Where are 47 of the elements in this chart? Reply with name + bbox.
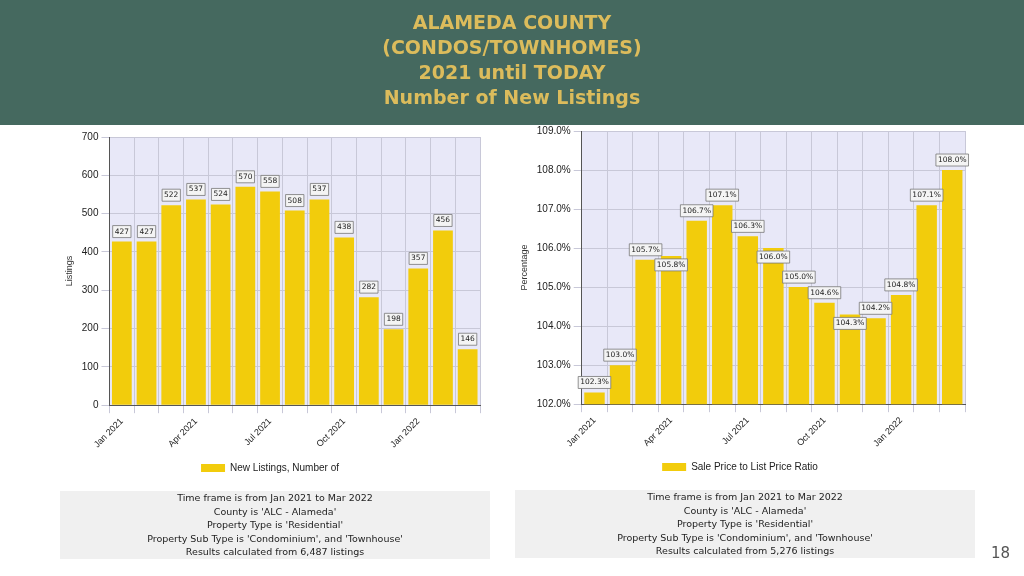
y-tick-label: 0: [92, 398, 99, 410]
bar: [235, 186, 256, 405]
legend-label: Sale Price to List Price Ratio: [691, 460, 819, 472]
y-tick-label: 700: [81, 130, 99, 142]
bar: [383, 329, 404, 405]
text: Time frame is from Jan 2021 to Mar 2022: [646, 490, 844, 504]
bar: [136, 241, 157, 405]
text: 18: [990, 544, 1010, 562]
text: Results calculated from 6,487 listings: [184, 545, 366, 559]
y-tick-label: 500: [81, 207, 99, 219]
bar: [260, 191, 280, 405]
bar: [161, 205, 182, 405]
text: County is 'ALC - Alameda': [212, 504, 338, 518]
y-tick-label: 105.0%: [536, 280, 571, 292]
text: Property Type is 'Residential': [675, 517, 815, 531]
y-tick-label: 200: [81, 322, 99, 334]
text: County is 'ALC - Alameda': [682, 503, 808, 517]
text: Results calculated from 5,276 listings: [654, 544, 836, 558]
y-axis-title: Listings: [63, 255, 74, 287]
bar: [186, 199, 206, 405]
legend-label: New Listings, Number of: [230, 461, 340, 473]
y-tick-label: 104.0%: [536, 319, 571, 331]
bar: [457, 349, 478, 405]
bar: [408, 268, 429, 405]
bar: [284, 210, 305, 405]
bar: [334, 237, 355, 405]
y-tick-label: 109.0%: [536, 124, 571, 136]
text: Property Type is 'Residential': [205, 518, 345, 532]
y-tick-label: 107.0%: [536, 202, 571, 214]
bar: [358, 297, 379, 405]
chart-title: ALAMEDA COUNTY (CONDOS/TOWNHOMES) 2021 until TODAY Number of New Listings: [381, 10, 643, 110]
text: Time frame is from Jan 2021 to Mar 2022: [176, 491, 374, 505]
bar: [111, 241, 132, 405]
y-tick-label: 300: [81, 283, 99, 295]
bar: [433, 230, 453, 405]
y-tick-label: 102.0%: [536, 397, 571, 409]
bar: [309, 199, 330, 405]
y-tick-label: 108.0%: [536, 163, 571, 175]
y-tick-label: 103.0%: [536, 358, 571, 370]
y-tick-label: 106.0%: [536, 241, 571, 253]
y-axis-title: Percentage: [518, 244, 529, 291]
text: Property Sub Type is 'Condominium', and 'Townhouse': [146, 531, 404, 545]
y-tick-label: 400: [81, 245, 99, 257]
text: Property Sub Type is 'Condominium', and 'Townhouse': [616, 530, 874, 544]
y-tick-label: 100: [81, 360, 99, 372]
y-tick-label: 600: [81, 169, 99, 181]
bar: [210, 204, 231, 405]
